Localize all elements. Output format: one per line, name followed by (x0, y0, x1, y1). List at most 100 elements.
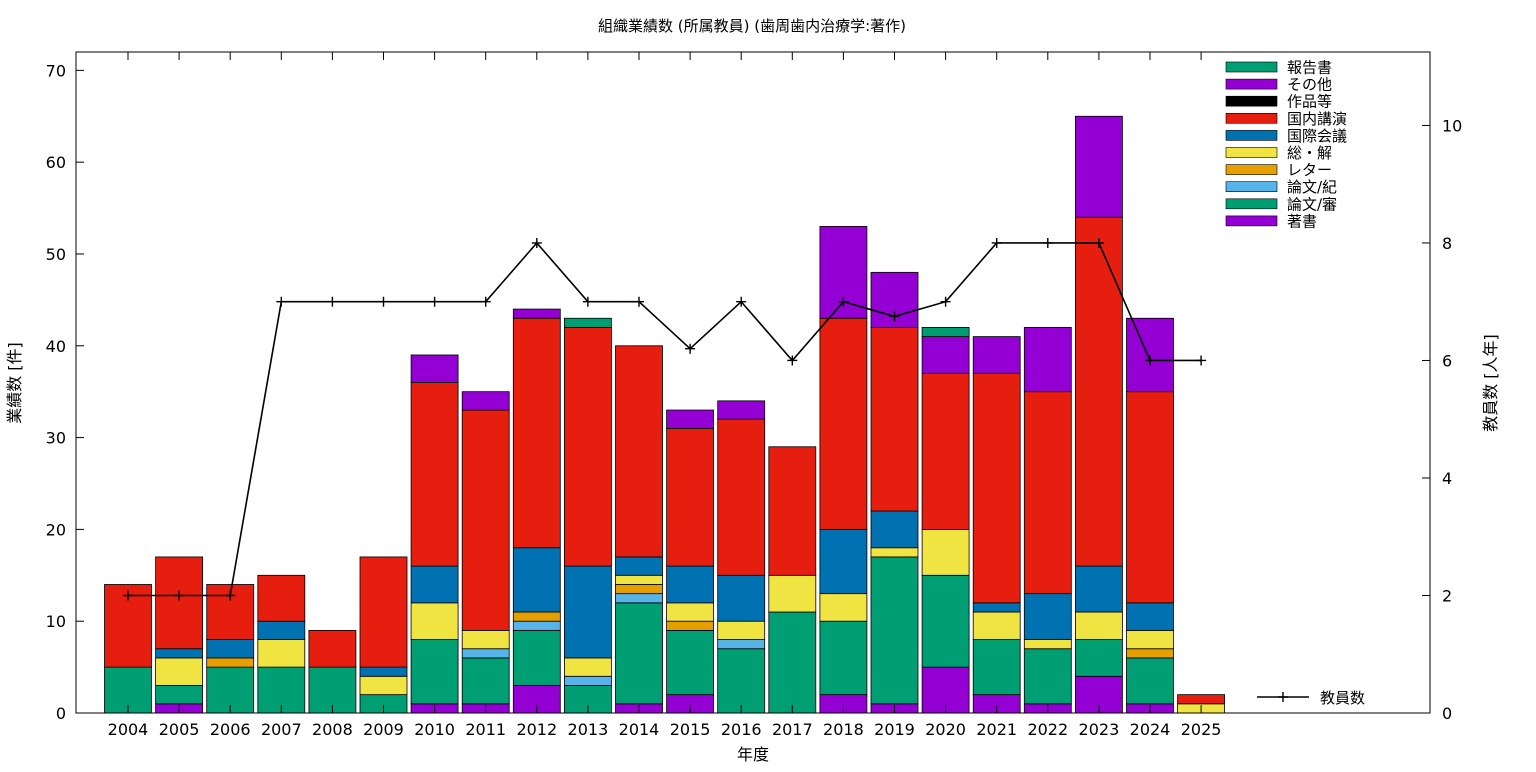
faculty-count-point (327, 296, 338, 307)
bar-segment-2011-4 (461, 629, 510, 650)
bar-segment-2020-4 (921, 528, 970, 576)
bar-segment-2024-8 (1126, 317, 1174, 393)
bar-segment-2023-6 (1075, 216, 1123, 567)
bar-segment-2013-5 (564, 565, 612, 659)
bar-segment-2013-2 (564, 675, 612, 686)
bar-segment-2015-6 (666, 427, 714, 567)
bar-segment-2020-6 (921, 372, 970, 530)
bar-segment-2005-4 (155, 657, 204, 686)
bar-segment-2012-3 (512, 611, 561, 622)
bar-segment-2024-4 (1126, 629, 1174, 650)
bar-segment-2016-5 (717, 574, 766, 622)
legend-swatch (1225, 61, 1278, 73)
legend-label: レター (1287, 161, 1332, 179)
x-tick-label: 2012 (516, 720, 557, 739)
bar-segment-2008-6 (308, 629, 357, 668)
bar-segment-2011-8 (461, 391, 510, 411)
bar-segment-2015-5 (666, 565, 714, 604)
legend-swatch (1225, 130, 1278, 141)
x-tick-label: 2011 (465, 720, 506, 739)
legend-label: 論文/紀 (1287, 178, 1337, 196)
legend-label: 国際会議 (1287, 127, 1347, 145)
bar-segment-2018-5 (819, 528, 868, 595)
legend-label: 総・解 (1287, 144, 1332, 162)
x-tick-label: 2017 (772, 720, 813, 739)
bar-segment-2014-5 (615, 556, 663, 576)
bar-segment-2020-1 (921, 574, 970, 668)
legend-label: 国内講演 (1287, 110, 1347, 128)
bar-segment-2025-6 (1177, 694, 1225, 705)
bar-segment-2020-8 (921, 336, 970, 374)
x-tick-label: 2020 (925, 720, 966, 739)
x-tick-label: 2006 (210, 720, 251, 739)
bar-segment-2024-6 (1126, 391, 1174, 604)
y2-tick-label: 2 (1442, 586, 1452, 605)
bar-segment-2014-1 (615, 602, 663, 705)
bar-segment-2005-1 (155, 685, 204, 705)
bar-segment-2018-1 (819, 620, 868, 696)
bar-segment-2024-5 (1126, 602, 1174, 631)
y-tick-label: 10 (46, 612, 66, 631)
bar-segment-2007-5 (257, 620, 306, 640)
bar-segment-2016-6 (717, 418, 766, 576)
bar-segment-2017-6 (768, 446, 817, 576)
x-tick-label: 2004 (108, 720, 149, 739)
bar-segment-2010-6 (410, 382, 459, 567)
y2-axis-label: 教員数 [人年] (1481, 334, 1500, 432)
legend-swatch (1225, 113, 1278, 124)
bar-segment-2005-5 (155, 648, 204, 659)
y2-tick-label: 8 (1442, 234, 1452, 253)
bar-segment-2010-4 (410, 602, 459, 640)
x-tick-label: 2015 (670, 720, 711, 739)
x-tick-label: 2016 (721, 720, 762, 739)
bar-segment-2011-2 (461, 648, 510, 659)
bar-segment-2009-4 (359, 675, 408, 696)
legend-swatch (1225, 95, 1278, 107)
bar-segment-2022-4 (1023, 639, 1072, 650)
faculty-count-point (1093, 237, 1104, 248)
bar-segment-2012-5 (512, 547, 561, 613)
faculty-count-point (685, 343, 696, 354)
bar-segment-2023-1 (1075, 639, 1123, 677)
bar-segment-2022-8 (1023, 327, 1072, 393)
legend-swatch (1225, 215, 1278, 227)
y-tick-label: 0 (56, 704, 66, 723)
y2-tick-label: 0 (1442, 704, 1452, 723)
faculty-count-point (838, 296, 849, 307)
legend-swatch (1225, 164, 1278, 175)
bar-segment-2016-1 (717, 648, 766, 714)
bar-segment-2016-2 (717, 639, 766, 650)
x-tick-label: 2005 (159, 720, 200, 739)
faculty-count-point (889, 311, 900, 322)
faculty-count-point (1042, 237, 1053, 248)
legend-swatch (1225, 78, 1278, 90)
bar-segment-2022-1 (1023, 648, 1072, 705)
legend-label: 作品等 (1287, 93, 1332, 111)
y-tick-label: 70 (46, 61, 66, 80)
x-axis-label: 年度 (737, 745, 769, 764)
faculty-count-point (429, 296, 440, 307)
bar-segment-2020-9 (921, 327, 970, 338)
bar-segment-2019-6 (870, 327, 919, 512)
x-tick-label: 2014 (619, 720, 660, 739)
y-tick-label: 20 (46, 520, 66, 539)
bar-segment-2010-5 (410, 565, 459, 604)
y2-tick-label: 4 (1442, 469, 1452, 488)
x-tick-label: 2021 (976, 720, 1017, 739)
legend-line-marker (1278, 692, 1288, 702)
bar-segment-2022-5 (1023, 593, 1072, 640)
bar-segment-2005-6 (155, 556, 204, 650)
faculty-count-point (1145, 355, 1155, 366)
bar-segment-2015-4 (666, 602, 714, 622)
y-tick-label: 60 (46, 153, 66, 172)
bar-segment-2023-8 (1075, 115, 1123, 218)
bar-segment-2019-1 (870, 556, 919, 705)
bar-segment-2007-4 (257, 639, 306, 668)
bar-segment-2013-9 (564, 317, 612, 328)
x-tick-label: 2022 (1027, 720, 1068, 739)
bar-segment-2021-5 (972, 602, 1021, 613)
x-tick-label: 2008 (312, 720, 353, 739)
bar-segment-2012-2 (512, 620, 561, 631)
x-tick-label: 2025 (1181, 720, 1222, 739)
